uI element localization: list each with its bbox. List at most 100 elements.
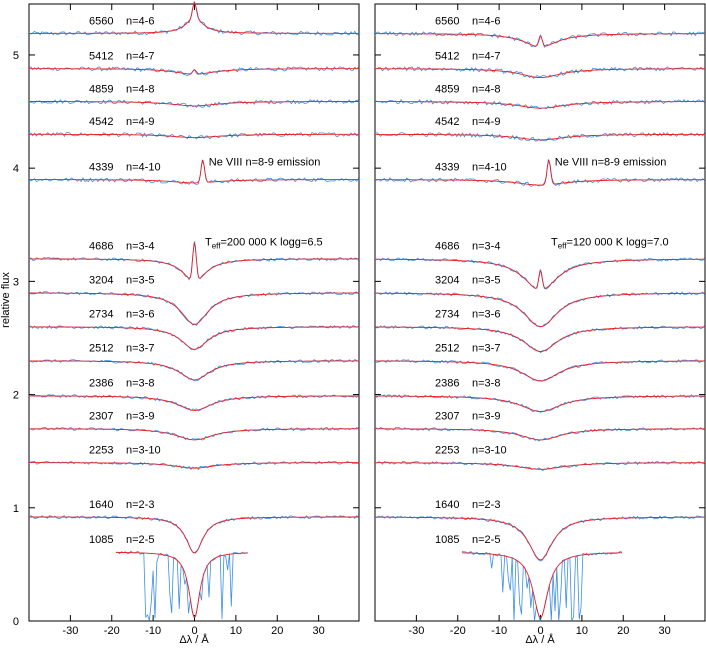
line-transition-label: n=3-9 <box>126 411 154 423</box>
line-wavelength-label: 1640 <box>89 499 113 511</box>
line-transition-label: n=4-8 <box>472 83 500 95</box>
model-spectrum-5412 <box>29 68 360 75</box>
line-transition-label: n=3-6 <box>472 309 500 321</box>
model-spectrum-6560 <box>29 1 360 34</box>
line-wavelength-label: 6560 <box>435 15 459 27</box>
line-transition-label: n=4-9 <box>126 116 154 128</box>
observed-spectrum-3204 <box>374 291 705 328</box>
model-spectrum-1085 <box>461 552 622 619</box>
line-transition-label: n=4-6 <box>126 15 154 27</box>
observed-spectrum-6560 <box>28 1 359 36</box>
line-transition-label: n=3-5 <box>472 275 500 287</box>
line-wavelength-label: 6560 <box>89 15 113 27</box>
x-axis-label-right: Δλ / Å <box>525 633 555 646</box>
x-tick-label: 20 <box>617 625 629 637</box>
line-transition-label: n=3-10 <box>126 445 161 457</box>
x-tick-label: -10 <box>145 625 161 637</box>
line-wavelength-label: 2512 <box>89 343 113 355</box>
model-spectrum-1085 <box>115 551 248 618</box>
ne-viii-annotation: Ne VIII n=8-9 emission <box>209 156 321 168</box>
line-wavelength-label: 3204 <box>435 275 459 287</box>
line-transition-label: n=2-3 <box>126 499 154 511</box>
y-tick-label: 2 <box>13 390 19 402</box>
line-wavelength-label: 2307 <box>435 411 459 423</box>
line-wavelength-label: 4339 <box>435 161 459 173</box>
plot-frame-right <box>374 3 706 622</box>
y-tick-label: 0 <box>13 616 19 628</box>
line-wavelength-label: 4859 <box>435 83 459 95</box>
line-wavelength-label: 4859 <box>89 83 113 95</box>
line-wavelength-label: 2386 <box>435 378 459 390</box>
line-transition-label: n=3-4 <box>472 241 500 253</box>
observed-spectrum-2734 <box>374 325 705 354</box>
model-spectrum-2512 <box>375 360 706 382</box>
line-transition-label: n=4-6 <box>472 15 500 27</box>
x-tick-label: 30 <box>659 625 671 637</box>
line-transition-label: n=3-8 <box>472 378 500 390</box>
x-tick-label: -10 <box>491 625 507 637</box>
line-wavelength-label: 2512 <box>435 343 459 355</box>
model-spectrum-2734 <box>29 326 360 350</box>
line-wavelength-label: 2734 <box>435 309 459 321</box>
line-wavelength-label: 5412 <box>435 51 459 63</box>
model-spectrum-4859 <box>29 101 360 107</box>
x-tick-label: -20 <box>104 625 120 637</box>
model-parameters-label: Teff=120 000 K logg=7.0 <box>551 237 669 251</box>
observed-spectrum-1640 <box>374 515 705 562</box>
model-spectrum-4686 <box>29 242 360 279</box>
model-spectrum-4542 <box>375 133 706 141</box>
x-tick-label: 20 <box>271 625 283 637</box>
line-transition-label: n=4-9 <box>472 116 500 128</box>
line-transition-label: n=3-6 <box>126 309 154 321</box>
x-tick-label: 10 <box>230 625 242 637</box>
observed-spectrum-1085 <box>115 550 249 621</box>
line-wavelength-label: 2253 <box>89 445 113 457</box>
line-wavelength-label: 4686 <box>89 241 113 253</box>
x-tick-label: -20 <box>450 625 466 637</box>
line-wavelength-label: 2386 <box>89 378 113 390</box>
model-spectrum-4339 <box>29 159 360 184</box>
model-spectrum-3204 <box>29 292 360 325</box>
model-spectrum-2386 <box>29 395 360 411</box>
observed-spectrum-2386 <box>374 394 705 413</box>
model-spectrum-1640 <box>29 516 360 554</box>
model-spectrum-2253 <box>375 462 706 470</box>
line-transition-label: n=4-8 <box>126 83 154 95</box>
line-transition-label: n=2-3 <box>472 499 500 511</box>
observed-spectrum-2253 <box>374 460 705 471</box>
line-wavelength-label: 4542 <box>89 116 113 128</box>
x-tick-label: -30 <box>62 625 78 637</box>
line-transition-label: n=3-7 <box>126 343 154 355</box>
model-spectrum-1640 <box>375 516 706 561</box>
model-spectrum-4542 <box>29 133 360 139</box>
model-spectrum-2386 <box>375 395 706 413</box>
x-tick-label: 0 <box>191 625 197 637</box>
line-transition-label: n=3-7 <box>472 343 500 355</box>
line-transition-label: n=3-5 <box>126 275 154 287</box>
line-transition-label: n=3-10 <box>472 445 507 457</box>
line-wavelength-label: 2253 <box>435 445 459 457</box>
y-axis-label: relative flux <box>0 272 12 328</box>
model-spectrum-2512 <box>29 360 360 381</box>
model-spectrum-6560 <box>375 33 706 47</box>
plot-frame-left <box>28 3 360 622</box>
line-transition-label: n=4-7 <box>472 51 500 63</box>
line-transition-label: n=2-5 <box>472 534 500 546</box>
model-parameters-label: Teff=200 000 K logg=6.5 <box>205 237 323 251</box>
observed-spectrum-2512 <box>374 359 705 382</box>
y-tick-label: 5 <box>13 50 19 62</box>
model-spectrum-2307 <box>375 428 706 441</box>
observed-spectrum-3204 <box>28 291 359 326</box>
model-spectrum-3204 <box>375 292 706 328</box>
model-spectrum-5412 <box>375 68 706 79</box>
line-transition-label: n=4-10 <box>126 161 161 173</box>
observed-spectrum-2734 <box>28 325 359 351</box>
y-tick-label: 1 <box>13 503 19 515</box>
model-spectrum-4859 <box>375 101 706 109</box>
line-transition-label: n=4-7 <box>126 51 154 63</box>
x-axis-label-left: Δλ / Å <box>179 633 209 646</box>
observed-spectrum-1085 <box>461 551 623 623</box>
line-wavelength-label: 2307 <box>89 411 113 423</box>
line-wavelength-label: 4339 <box>89 161 113 173</box>
observed-spectrum-2386 <box>28 394 359 412</box>
